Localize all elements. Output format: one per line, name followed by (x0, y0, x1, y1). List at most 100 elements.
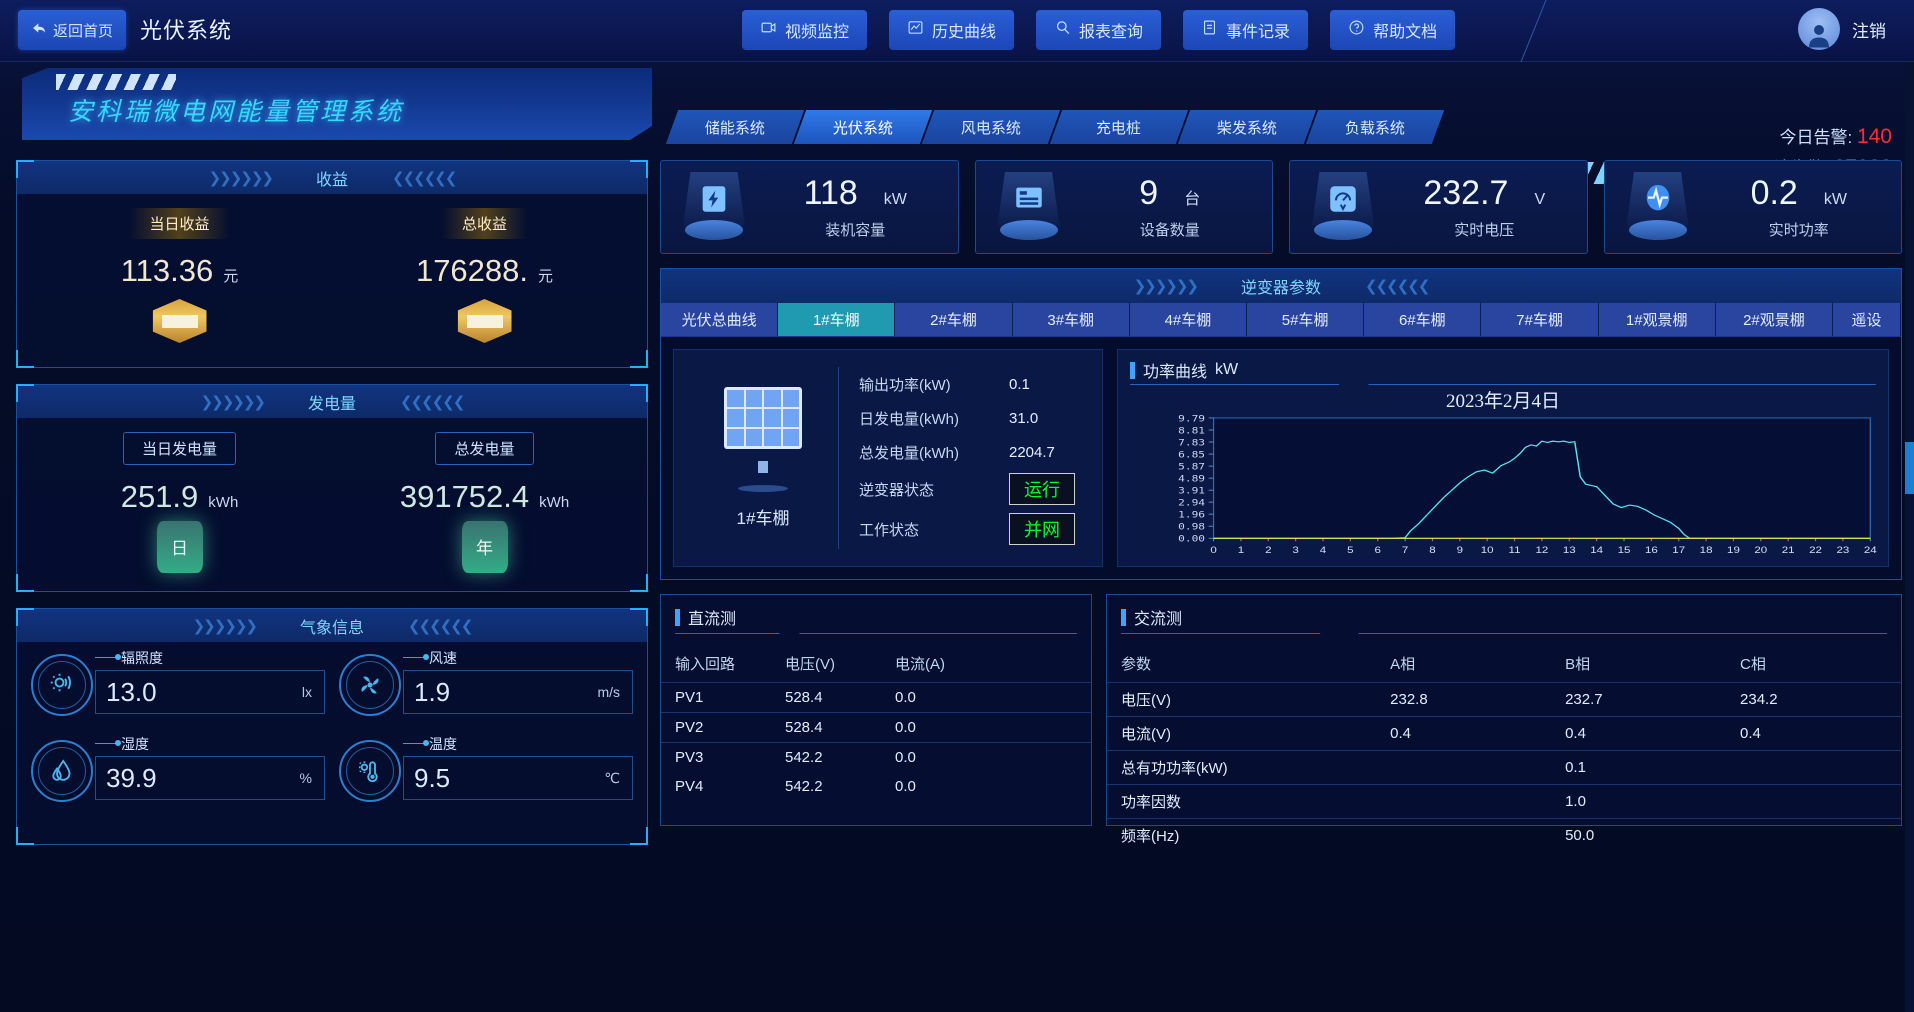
inverter-tab-remote-set[interactable]: 遥设 (1833, 303, 1902, 336)
nav-button-event-log[interactable]: 事件记录 (1183, 10, 1309, 50)
inverter-tab-carport-1[interactable]: 1#车棚 (778, 303, 896, 336)
nav-button-history-curve[interactable]: 历史曲线 (889, 10, 1015, 50)
svg-text:12: 12 (1535, 545, 1548, 556)
kpi-realtime-power-label: 实时功率 (1768, 222, 1829, 239)
nav-button-help-doc[interactable]: 帮助文档 (1330, 10, 1456, 50)
inverter-tab-carport-2-label: 2#车棚 (930, 312, 977, 329)
weather-item-irradiance-unit: lx (301, 684, 312, 700)
year-energy-icon: 年 (450, 519, 520, 577)
kpi-realtime-voltage-unit: V (1534, 191, 1546, 208)
year-energy-icon-char: 年 (476, 539, 493, 558)
tab-storage-system[interactable]: 储能系统 (665, 110, 805, 144)
nav-button-video[interactable]: 视频监控 (742, 10, 868, 50)
table-row: PV2 528.4 0.0 (661, 712, 1091, 743)
solar-panel-icon (724, 387, 802, 449)
dc-header-voltage: 电压(V) (785, 656, 835, 673)
svg-text:9: 9 (1457, 545, 1464, 556)
inverter-detail-card: 1#车棚 输出功率(kW) 0.1 日发电量(kWh) 31.0 总发电量(kW… (673, 349, 1103, 567)
device-icon (990, 170, 1068, 244)
dc-table: 输入回路 电压(V) 电流(A) PV1 528.4 0.0 PV2 528.4 (661, 647, 1091, 801)
tab-diesel-system[interactable]: 柴发系统 (1177, 110, 1317, 144)
gold-cube-icon (145, 293, 215, 351)
chevron-right-icon: ❯❯❯❯❯❯ (200, 393, 266, 411)
power-curve-date: 2023年2月4日 (1445, 391, 1560, 412)
ac-cell-param: 功率因数 (1107, 784, 1377, 819)
tab-wind-system[interactable]: 风电系统 (921, 110, 1061, 144)
svg-text:17: 17 (1672, 545, 1685, 556)
logout-label[interactable]: 注销 (1852, 21, 1886, 41)
inverter-tab-carport-4[interactable]: 4#车棚 (1129, 303, 1248, 336)
svg-text:10: 10 (1481, 545, 1494, 556)
inverter-tab-carport-5[interactable]: 5#车棚 (1247, 303, 1365, 336)
revenue-today-value-row: 113.36 元 (121, 253, 239, 289)
status-badge-inverter: 运行 (1009, 473, 1075, 505)
top-nav-buttons: 视频监控 历史曲线 报表查询 事件记录 (742, 10, 1456, 50)
kpi-realtime-power-text: 0.2 kW 实时功率 (1711, 174, 1888, 240)
inverter-tab-viewshed-2[interactable]: 2#观景棚 (1715, 303, 1834, 336)
scrollbar-thumb[interactable] (1905, 442, 1914, 494)
kpi-installed-capacity-text: 118 kW 装机容量 (767, 174, 944, 240)
tab-pv-system[interactable]: 光伏系统 (793, 110, 933, 144)
home-button[interactable]: 返回首页 (18, 10, 126, 50)
inverter-tab-carport-2[interactable]: 2#车棚 (895, 303, 1013, 336)
ac-cell-c: 0.4 (1726, 716, 1901, 751)
revenue-total-unit: 元 (538, 268, 554, 285)
weather-grid: 辐照度 13.0 lx 风速 1.9 (17, 642, 647, 810)
weather-item-irradiance-right: 辐照度 13.0 lx (95, 648, 325, 714)
kpi-installed-capacity: 118 kW 装机容量 (660, 160, 959, 254)
svg-text:6.85: 6.85 (1178, 450, 1205, 460)
kpi-realtime-voltage-value: 232.7 (1423, 174, 1509, 212)
inverter-tab-carport-6[interactable]: 6#车棚 (1364, 303, 1482, 336)
revenue-panel-title: 收益 (315, 171, 348, 189)
revenue-today-label: 当日收益 (129, 208, 230, 239)
title-marker-icon (1130, 361, 1135, 379)
ac-cell-a: 0.4 (1376, 716, 1552, 751)
weather-item-humidity-right: 湿度 39.9 % (95, 734, 325, 800)
svg-text:7.83: 7.83 (1178, 438, 1205, 448)
table-row: PV3 542.2 0.0 (661, 742, 1091, 772)
dc-table-title: 直流测 (688, 611, 737, 628)
chevron-right-icon: ❯❯❯❯❯❯ (192, 617, 258, 635)
generation-today-label: 当日发电量 (122, 432, 236, 465)
nav-button-report-query[interactable]: 报表查询 (1036, 10, 1162, 50)
kpi-realtime-power-unit: kW (1823, 191, 1847, 208)
chevron-left-icon: ❮❮❮❮❮❮ (1365, 278, 1430, 295)
inverter-tab-carport-7[interactable]: 7#车棚 (1481, 303, 1599, 336)
dc-cell-current: 0.0 (895, 778, 916, 795)
tab-load-system[interactable]: 负载系统 (1305, 110, 1445, 144)
svg-text:3.91: 3.91 (1178, 486, 1205, 496)
revenue-total-label: 总收益 (441, 208, 527, 239)
kpi-device-count-label: 设备数量 (1139, 222, 1200, 239)
inverter-tab-total-curve[interactable]: 光伏总曲线 (661, 303, 779, 336)
inverter-tab-total-curve-label: 光伏总曲线 (681, 312, 757, 329)
kpi-row: 118 kW 装机容量 9 台 设备数量 (660, 160, 1902, 254)
inverter-tab-carport-4-label: 4#车棚 (1164, 312, 1212, 329)
title-marker-icon (675, 608, 680, 626)
revenue-total-value: 176288. (415, 253, 529, 288)
inverter-tab-viewshed-1[interactable]: 1#观景棚 (1598, 303, 1716, 336)
dc-cell-circuit: PV2 (661, 712, 771, 743)
weather-item-temperature-unit: ℃ (604, 769, 620, 786)
tab-load-system-label: 负载系统 (1344, 119, 1405, 137)
tab-storage-system-label: 储能系统 (704, 119, 765, 137)
revenue-total-metric: 总收益 176288. 元 (332, 208, 637, 351)
ac-table-header-row: 参数 A相 B相 C相 (1107, 647, 1901, 683)
svg-text:1: 1 (1238, 545, 1245, 556)
weather-item-humidity-label: 湿度 (95, 734, 325, 754)
user-area[interactable]: 注销 (1798, 8, 1886, 50)
table-row: 总有功功率(kW) 0.1 (1107, 750, 1901, 785)
generation-total-value-row: 391752.4 kWh (400, 479, 569, 515)
table-row: 频率(Hz) 50.0 (1107, 818, 1901, 852)
scrollbar-track[interactable] (1905, 62, 1914, 1012)
tab-charging-pile[interactable]: 充电桩 (1049, 110, 1189, 144)
generation-today-value: 251.9 (120, 479, 199, 514)
ac-title-row: 交流测 (1107, 595, 1901, 629)
ac-cell-b: 0.4 (1551, 716, 1727, 751)
inverter-panel: ❯❯❯❯❯❯ 逆变器参数 ❮❮❮❮❮❮ 光伏总曲线 1#车棚 2#车棚 3#车棚… (660, 268, 1902, 580)
inverter-field-daily-energy: 日发电量(kWh) 31.0 (859, 401, 1088, 435)
kpi-device-count-value: 9 (1139, 174, 1159, 212)
ac-cell-c (1726, 818, 1901, 852)
ac-title-rule (1121, 633, 1887, 634)
system-tabs: 储能系统 光伏系统 风电系统 充电桩 柴发系统 负载系统 (665, 110, 1445, 144)
inverter-tab-carport-3[interactable]: 3#车棚 (1012, 303, 1130, 336)
